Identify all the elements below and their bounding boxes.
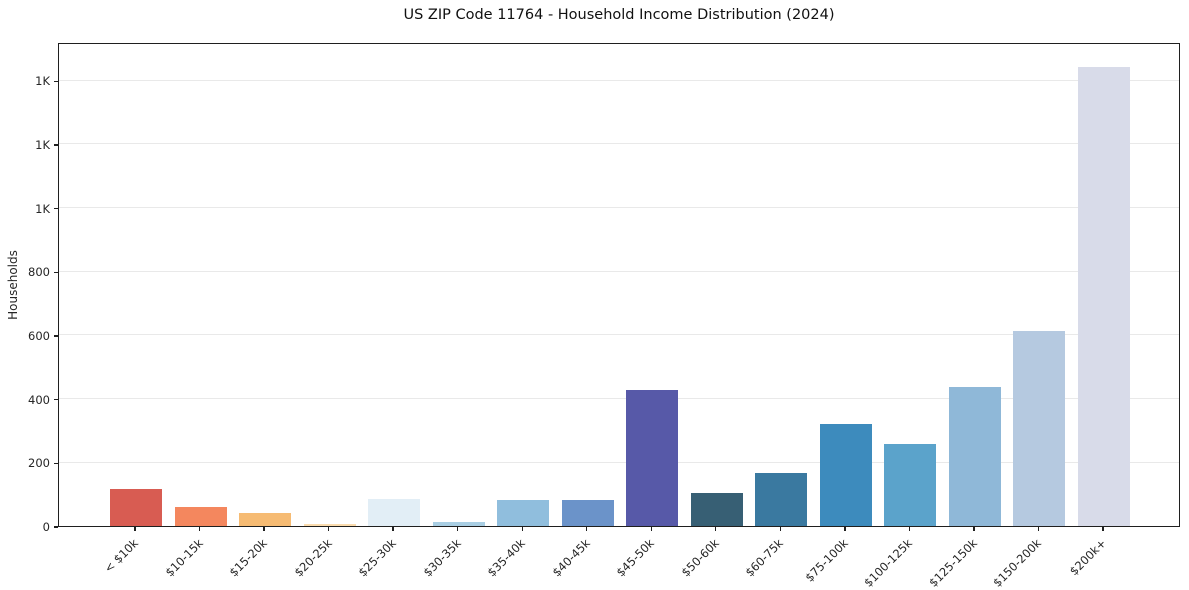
y-tick-mark — [53, 526, 58, 528]
x-tick-mark — [586, 527, 588, 531]
y-tick-mark — [53, 335, 58, 337]
y-tick-label: 400 — [28, 392, 50, 407]
bar — [948, 386, 1001, 526]
x-tick-mark — [1102, 527, 1104, 531]
x-tick-mark — [327, 527, 330, 531]
x-tick-mark — [521, 527, 523, 531]
bar — [1078, 66, 1130, 526]
gridline — [59, 79, 1179, 81]
bar — [690, 492, 743, 526]
x-tick-mark — [263, 527, 265, 531]
y-tick-label: 1K — [35, 137, 50, 152]
x-tick-mark — [844, 527, 846, 531]
x-tick-mark — [456, 527, 459, 531]
y-tick-mark — [53, 398, 58, 401]
chart-title: US ZIP Code 11764 - Household Income Dis… — [403, 7, 835, 23]
y-tick-mark — [53, 271, 58, 273]
y-tick-mark — [53, 80, 58, 82]
bar — [239, 513, 292, 526]
x-tick-mark — [392, 527, 394, 531]
gridline — [59, 398, 1179, 400]
bar — [110, 489, 162, 526]
bar — [174, 506, 227, 526]
gridline — [59, 461, 1179, 463]
y-tick-label: 1K — [35, 201, 50, 216]
y-tick-mark — [53, 462, 58, 464]
y-tick-mark — [53, 207, 58, 210]
bar — [561, 499, 614, 526]
y-tick-label: 200 — [28, 456, 50, 471]
y-tick-label: 0 — [42, 520, 50, 534]
bar — [1013, 330, 1066, 526]
y-tick-label: 1K — [35, 74, 50, 89]
bar — [626, 389, 679, 526]
y-tick-label: 600 — [28, 328, 50, 343]
plot-area — [58, 43, 1180, 527]
bar — [755, 473, 808, 526]
gridline — [59, 270, 1179, 272]
y-tick-mark — [53, 144, 58, 146]
x-tick-mark — [973, 527, 975, 531]
bar — [303, 524, 356, 526]
x-tick-mark — [908, 527, 911, 531]
x-tick-mark — [650, 527, 652, 531]
x-tick-mark — [198, 527, 201, 531]
bar — [368, 498, 421, 526]
bar — [497, 499, 550, 526]
gridline — [59, 334, 1179, 336]
bar — [884, 443, 937, 526]
y-tick-label: 800 — [28, 265, 50, 280]
gridline — [59, 143, 1179, 145]
x-tick-mark — [1037, 527, 1040, 531]
x-tick-label: < $10k — [101, 536, 141, 576]
x-tick-mark — [779, 527, 782, 531]
gridline — [59, 207, 1179, 209]
x-tick-mark — [134, 527, 136, 531]
bar — [432, 522, 485, 526]
bar — [819, 424, 872, 526]
x-tick-mark — [715, 527, 717, 531]
